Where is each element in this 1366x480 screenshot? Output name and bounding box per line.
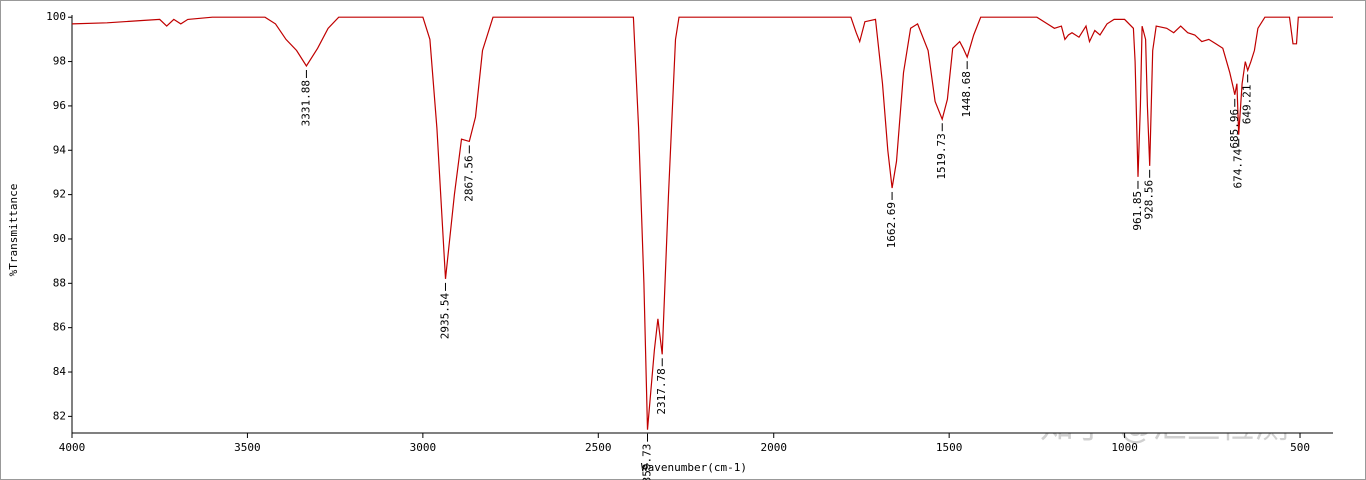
x-axis-label: Wavenumber(cm-1) xyxy=(641,461,747,474)
x-tick-label: 3500 xyxy=(234,441,261,454)
x-tick-label: 500 xyxy=(1290,441,1310,454)
peak-label: 3331.88 xyxy=(299,80,312,126)
peak-label: 674.74 xyxy=(1232,148,1245,188)
y-tick-label: 98 xyxy=(53,55,66,68)
y-tick-label: 94 xyxy=(53,143,67,156)
x-tick-label: 1500 xyxy=(936,441,963,454)
peak-label: 2359.73 xyxy=(641,444,654,480)
y-tick-label: 96 xyxy=(53,99,66,112)
x-tick-label: 2000 xyxy=(760,441,787,454)
y-tick-label: 88 xyxy=(53,276,66,289)
x-tick-label: 3000 xyxy=(410,441,437,454)
peak-label: 685.96 xyxy=(1228,109,1241,149)
spectrum-line xyxy=(71,16,1333,430)
peak-label: 1662.69 xyxy=(885,202,898,248)
y-tick-label: 82 xyxy=(53,409,66,422)
y-tick-label: 92 xyxy=(53,188,66,201)
y-tick-label: 100 xyxy=(46,10,66,23)
peak-label: 928.56 xyxy=(1143,180,1156,220)
peak-label: 1448.68 xyxy=(960,71,973,117)
y-tick-label: 84 xyxy=(53,365,67,378)
plot-area xyxy=(72,15,1333,433)
peak-label: 2317.78 xyxy=(655,368,668,414)
x-tick-label: 2500 xyxy=(585,441,612,454)
peak-label: 2935.54 xyxy=(438,293,451,340)
x-tick-label: 1000 xyxy=(1111,441,1138,454)
y-tick-label: 90 xyxy=(53,232,66,245)
y-axis-label: %Transmittance xyxy=(7,184,20,277)
y-tick-label: 86 xyxy=(53,321,66,334)
peak-label: 649.21 xyxy=(1241,84,1254,124)
peak-label: 2867.56 xyxy=(462,155,475,201)
x-tick-label: 4000 xyxy=(59,441,86,454)
peak-label: 1519.73 xyxy=(935,133,948,179)
peak-label: 961.85 xyxy=(1131,191,1144,231)
